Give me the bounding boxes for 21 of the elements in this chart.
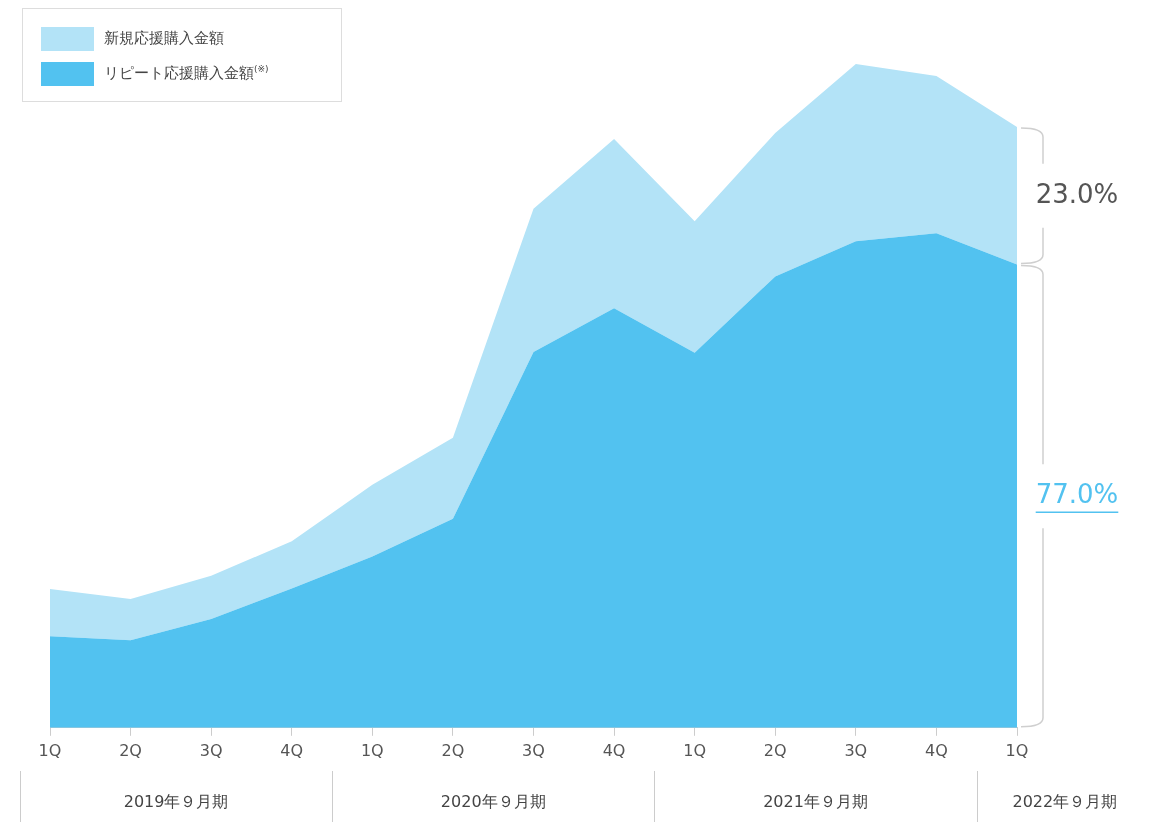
x-tick-label: 2Q (119, 740, 142, 760)
text: 2019年９月期 (123, 792, 229, 812)
x-tick-label: 1Q (360, 740, 384, 760)
x-tick-label: 3Q (199, 740, 223, 760)
legend-label: 新規応援購入金額 (104, 29, 224, 48)
x-tick-label: 3Q (844, 740, 868, 760)
text: 2020年９月期 (440, 792, 546, 812)
x-tick-label: 4Q (280, 740, 304, 760)
legend-label: リピート応援購入金額$^{(※)}$ (104, 64, 269, 83)
text: 23.0% (1035, 178, 1119, 209)
x-tick-label: 2Q (441, 740, 465, 760)
x-tick-label: 2Q (763, 740, 787, 760)
x-tick-label: 1Q (683, 740, 707, 760)
x-tick-label: 3Q (522, 740, 545, 760)
text: 2021年９月期 (763, 792, 868, 812)
x-tick-label: 1Q (38, 740, 62, 760)
text: 77.0% (1035, 478, 1119, 509)
x-tick-label: 4Q (602, 740, 626, 760)
text: 2022年９月期 (1012, 792, 1118, 812)
x-tick-label: 1Q (1005, 740, 1029, 760)
x-tick-label: 4Q (925, 740, 948, 760)
